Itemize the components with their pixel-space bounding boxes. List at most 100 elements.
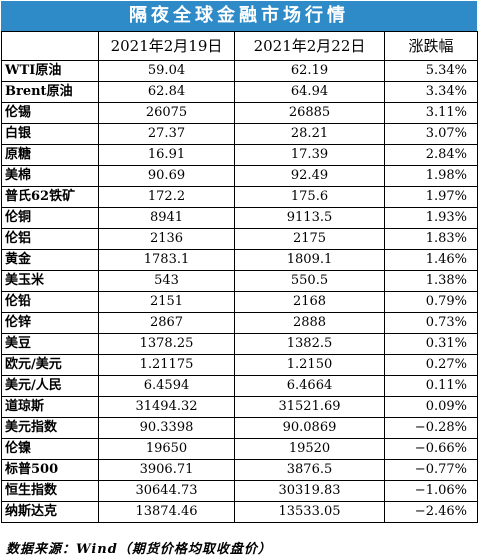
- table-row: 恒生指数 30644.73 30319.83 −1.06%: [1, 480, 478, 502]
- instrument-name: 伦镍: [1, 438, 99, 460]
- value-feb22: 90.0869: [234, 417, 385, 439]
- value-feb19: 30644.73: [98, 480, 235, 502]
- value-feb22: 62.19: [234, 60, 385, 82]
- change-percent: 1.98%: [384, 165, 478, 187]
- value-feb22: 26885: [234, 102, 385, 124]
- change-percent: −1.06%: [384, 480, 478, 502]
- value-feb22: 64.94: [234, 81, 385, 103]
- instrument-name: 美豆: [1, 333, 99, 355]
- table-row: 原糖 16.91 17.39 2.84%: [1, 144, 478, 166]
- value-feb22: 550.5: [234, 270, 385, 292]
- instrument-name: 伦铝: [1, 228, 99, 250]
- change-percent: 0.31%: [384, 333, 478, 355]
- table-row: 道琼斯 31494.32 31521.69 0.09%: [1, 396, 478, 418]
- table-row: 伦铝 2136 2175 1.83%: [1, 228, 478, 250]
- instrument-name: 伦锌: [1, 312, 99, 334]
- value-feb19: 27.37: [98, 123, 235, 145]
- value-feb19: 31494.32: [98, 396, 235, 418]
- change-percent: −0.77%: [384, 459, 478, 481]
- table-row: 欧元/美元 1.21175 1.2150 0.27%: [1, 354, 478, 376]
- table-row: WTI原油 59.04 62.19 5.34%: [1, 60, 478, 82]
- table-row: 普氏62铁矿 172.2 175.6 1.97%: [1, 186, 478, 208]
- instrument-name: 道琼斯: [1, 396, 99, 418]
- instrument-name: 标普500: [1, 459, 99, 481]
- value-feb19: 543: [98, 270, 235, 292]
- quote-table: 2021年2月19日 2021年2月22日 涨跌幅 WTI原油 59.04 62.1…: [1, 31, 478, 523]
- value-feb19: 3906.71: [98, 459, 235, 481]
- table-row: 标普500 3906.71 3876.5 −0.77%: [1, 459, 478, 481]
- value-feb19: 6.4594: [98, 375, 235, 397]
- change-percent: 0.79%: [384, 291, 478, 313]
- table-row: 伦镍 19650 19520 −0.66%: [1, 438, 478, 460]
- value-feb19: 26075: [98, 102, 235, 124]
- change-percent: 3.34%: [384, 81, 478, 103]
- header-change: 涨跌幅: [384, 31, 478, 61]
- instrument-name: 黄金: [1, 249, 99, 271]
- table-row: 伦铅 2151 2168 0.79%: [1, 291, 478, 313]
- quote-table-body: WTI原油 59.04 62.19 5.34% Brent原油 62.84 64.94 3.3…: [1, 60, 478, 523]
- change-percent: 1.93%: [384, 207, 478, 229]
- instrument-name: 美棉: [1, 165, 99, 187]
- value-feb19: 62.84: [98, 81, 235, 103]
- table-row: 纳斯达克 13874.46 13533.05 −2.46%: [1, 501, 478, 523]
- value-feb22: 175.6: [234, 186, 385, 208]
- value-feb19: 90.3398: [98, 417, 235, 439]
- instrument-name: Brent原油: [1, 81, 99, 103]
- value-feb19: 90.69: [98, 165, 235, 187]
- table-row: 美棉 90.69 92.49 1.98%: [1, 165, 478, 187]
- header-feb22: 2021年2月22日: [234, 31, 385, 61]
- value-feb22: 17.39: [234, 144, 385, 166]
- table-row: 白银 27.37 28.21 3.07%: [1, 123, 478, 145]
- change-percent: −2.46%: [384, 501, 478, 523]
- value-feb22: 3876.5: [234, 459, 385, 481]
- instrument-name: 美元/人民: [1, 375, 99, 397]
- header-feb19: 2021年2月19日: [98, 31, 235, 61]
- value-feb22: 2175: [234, 228, 385, 250]
- value-feb19: 1.21175: [98, 354, 235, 376]
- instrument-name: 纳斯达克: [1, 501, 99, 523]
- value-feb19: 1378.25: [98, 333, 235, 355]
- value-feb22: 2168: [234, 291, 385, 313]
- instrument-name: 白银: [1, 123, 99, 145]
- value-feb22: 13533.05: [234, 501, 385, 523]
- value-feb19: 59.04: [98, 60, 235, 82]
- instrument-name: 普氏62铁矿: [1, 186, 99, 208]
- table-row: 伦锡 26075 26885 3.11%: [1, 102, 478, 124]
- value-feb19: 1783.1: [98, 249, 235, 271]
- change-percent: 2.84%: [384, 144, 478, 166]
- table-row: 美玉米 543 550.5 1.38%: [1, 270, 478, 292]
- value-feb22: 9113.5: [234, 207, 385, 229]
- instrument-name: 原糖: [1, 144, 99, 166]
- change-percent: −0.66%: [384, 438, 478, 460]
- value-feb22: 1.2150: [234, 354, 385, 376]
- page-title: 隔夜全球金融市场行情: [1, 1, 477, 31]
- data-source-note: 数据来源：Wind（期货价格均取收盘价）: [6, 542, 272, 557]
- value-feb22: 28.21: [234, 123, 385, 145]
- instrument-name: 伦铜: [1, 207, 99, 229]
- value-feb22: 2888: [234, 312, 385, 334]
- table-row: 黄金 1783.1 1809.1 1.46%: [1, 249, 478, 271]
- table-row: 美元/人民 6.4594 6.4664 0.11%: [1, 375, 478, 397]
- change-percent: 1.97%: [384, 186, 478, 208]
- value-feb22: 30319.83: [234, 480, 385, 502]
- instrument-name: 伦铅: [1, 291, 99, 313]
- value-feb22: 92.49: [234, 165, 385, 187]
- header-row: 2021年2月19日 2021年2月22日 涨跌幅: [1, 31, 478, 61]
- change-percent: 0.09%: [384, 396, 478, 418]
- change-percent: 0.11%: [384, 375, 478, 397]
- value-feb22: 19520: [234, 438, 385, 460]
- instrument-name: 伦锡: [1, 102, 99, 124]
- value-feb22: 31521.69: [234, 396, 385, 418]
- change-percent: −0.28%: [384, 417, 478, 439]
- table-row: 美元指数 90.3398 90.0869 −0.28%: [1, 417, 478, 439]
- value-feb22: 1382.5: [234, 333, 385, 355]
- instrument-name: 恒生指数: [1, 480, 99, 502]
- table-row: 美豆 1378.25 1382.5 0.31%: [1, 333, 478, 355]
- instrument-name: WTI原油: [1, 60, 99, 82]
- value-feb19: 8941: [98, 207, 235, 229]
- table-row: 伦锌 2867 2888 0.73%: [1, 312, 478, 334]
- value-feb19: 172.2: [98, 186, 235, 208]
- change-percent: 3.07%: [384, 123, 478, 145]
- value-feb19: 2867: [98, 312, 235, 334]
